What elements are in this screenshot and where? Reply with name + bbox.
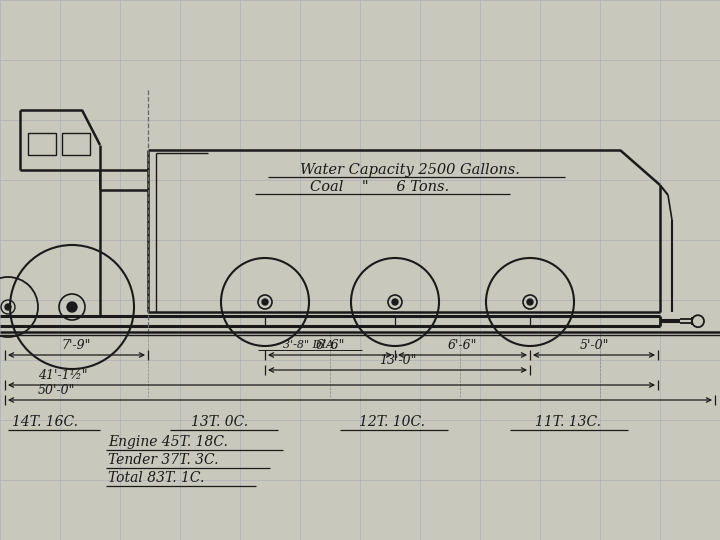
Text: 11T. 13C.: 11T. 13C. — [535, 415, 601, 429]
Text: 13T. 0C.: 13T. 0C. — [192, 415, 248, 429]
Circle shape — [392, 299, 398, 305]
Text: 13'-0": 13'-0" — [379, 354, 416, 367]
Text: Tender 37T. 3C.: Tender 37T. 3C. — [108, 453, 218, 467]
Text: Coal    "      6 Tons.: Coal " 6 Tons. — [310, 180, 449, 194]
Text: 3'-8" DIA.: 3'-8" DIA. — [283, 340, 337, 350]
Bar — [28, 133, 56, 155]
Bar — [62, 133, 90, 155]
Text: 7'-9": 7'-9" — [62, 339, 91, 352]
Text: Total 83T. 1C.: Total 83T. 1C. — [108, 471, 204, 485]
Text: 41'-1½": 41'-1½" — [38, 369, 88, 382]
Text: Water Capacity 2500 Gallons.: Water Capacity 2500 Gallons. — [300, 163, 520, 177]
Circle shape — [262, 299, 268, 305]
Circle shape — [5, 304, 11, 310]
Text: Engine 45T. 18C.: Engine 45T. 18C. — [108, 435, 228, 449]
Text: 14T. 16C.: 14T. 16C. — [12, 415, 78, 429]
Circle shape — [527, 299, 533, 305]
Text: 50'-0": 50'-0" — [38, 384, 76, 397]
Text: 12T. 10C.: 12T. 10C. — [359, 415, 425, 429]
Text: 6'-6": 6'-6" — [448, 339, 477, 352]
Text: 6'-6": 6'-6" — [315, 339, 345, 352]
Circle shape — [67, 302, 77, 312]
Text: 5'-0": 5'-0" — [580, 339, 608, 352]
